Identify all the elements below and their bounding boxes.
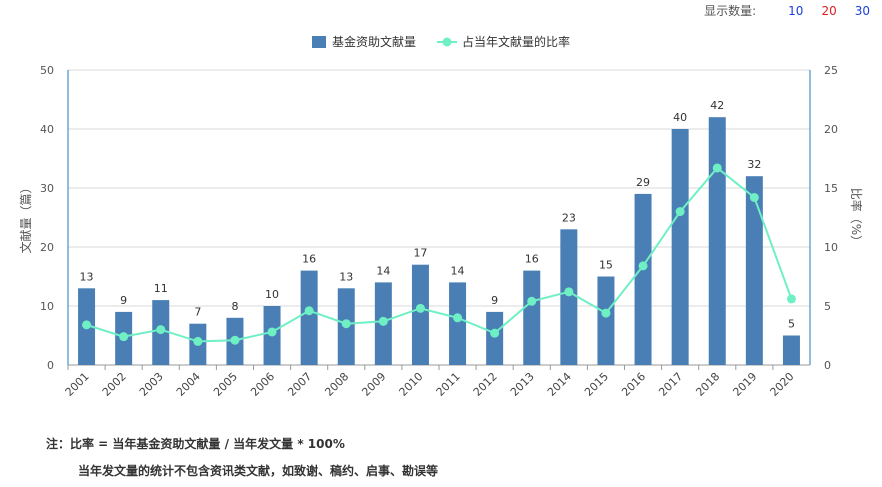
x-tick-label: 2001 bbox=[63, 370, 92, 399]
bar-value-label: 32 bbox=[747, 158, 761, 171]
ratio-point bbox=[786, 294, 796, 304]
y-tick-label: 20 bbox=[40, 241, 54, 254]
ratio-point bbox=[564, 287, 574, 297]
bar bbox=[782, 335, 800, 365]
y-tick-label: 30 bbox=[40, 182, 54, 195]
bar bbox=[597, 276, 615, 365]
y2-tick-label: 5 bbox=[824, 300, 831, 313]
ratio-point bbox=[601, 308, 611, 318]
bar-value-label: 14 bbox=[376, 264, 390, 277]
x-tick-label: 2009 bbox=[359, 370, 388, 399]
x-tick-label: 2016 bbox=[619, 370, 648, 399]
y2-tick-label: 25 bbox=[824, 64, 838, 77]
ratio-point bbox=[193, 336, 203, 346]
display-count-controls: 显示数量: 10 20 30 bbox=[704, 2, 870, 19]
x-tick-label: 2005 bbox=[211, 370, 240, 399]
bar-value-label: 9 bbox=[120, 294, 127, 307]
bar bbox=[449, 282, 467, 365]
bar-value-label: 11 bbox=[154, 282, 168, 295]
ratio-point bbox=[453, 313, 463, 323]
x-tick-label: 2012 bbox=[471, 370, 500, 399]
display-count-option-30[interactable]: 30 bbox=[854, 3, 870, 18]
bar-value-label: 16 bbox=[302, 253, 316, 266]
ratio-line bbox=[86, 166, 793, 343]
y2-tick-label: 20 bbox=[824, 123, 838, 136]
bar-value-label: 17 bbox=[413, 247, 427, 260]
ratio-point bbox=[638, 261, 648, 271]
display-count-option-10[interactable]: 10 bbox=[788, 3, 804, 18]
ratio-point bbox=[378, 316, 388, 326]
ratio-point bbox=[749, 192, 759, 202]
legend-line-label: 占当年文献量的比率 bbox=[462, 34, 570, 49]
bar-value-label: 8 bbox=[231, 300, 238, 313]
bar-value-label: 42 bbox=[710, 99, 724, 112]
legend-bar-swatch bbox=[312, 36, 326, 48]
x-tick-label: 2017 bbox=[656, 370, 685, 399]
y2-tick-label: 0 bbox=[824, 359, 831, 372]
x-tick-label: 2008 bbox=[322, 370, 351, 399]
x-tick-label: 2019 bbox=[730, 370, 759, 399]
x-tick-label: 2004 bbox=[174, 370, 203, 399]
x-tick-label: 2018 bbox=[693, 370, 722, 399]
bar-value-label: 16 bbox=[525, 253, 539, 266]
x-tick-label: 2002 bbox=[100, 370, 129, 399]
ratio-point bbox=[230, 335, 240, 345]
ratio-point bbox=[341, 319, 351, 329]
note-statistics-scope: 当年发文量的统计不包含资讯类文献，如致谢、稿约、启事、勘误等 bbox=[78, 464, 439, 478]
bar bbox=[671, 129, 689, 365]
bar-value-label: 5 bbox=[788, 318, 795, 331]
ratio-point bbox=[82, 320, 92, 330]
bar-value-label: 23 bbox=[562, 211, 576, 224]
x-tick-label: 2014 bbox=[545, 370, 574, 399]
y2-axis-title: 比率（%） bbox=[849, 188, 864, 247]
y-tick-label: 40 bbox=[40, 123, 54, 136]
bar bbox=[560, 229, 578, 365]
ratio-point bbox=[119, 332, 129, 342]
bar-value-label: 40 bbox=[673, 111, 687, 124]
bar-value-label: 29 bbox=[636, 176, 650, 189]
ratio-point bbox=[267, 327, 277, 337]
ratio-point bbox=[415, 303, 425, 313]
display-count-option-20[interactable]: 20 bbox=[821, 3, 837, 18]
y-axis-title: 文献量（篇） bbox=[18, 181, 33, 253]
x-tick-label: 2013 bbox=[508, 370, 537, 399]
ratio-point bbox=[490, 328, 500, 338]
bar-value-label: 7 bbox=[194, 306, 201, 319]
ratio-point bbox=[712, 163, 722, 173]
y-tick-label: 10 bbox=[40, 300, 54, 313]
bar bbox=[634, 193, 652, 365]
display-count-label: 显示数量: bbox=[704, 4, 757, 18]
x-tick-label: 2010 bbox=[397, 370, 426, 399]
bar-value-label: 9 bbox=[491, 294, 498, 307]
bar bbox=[486, 311, 504, 365]
legend-line-marker bbox=[442, 37, 452, 47]
x-tick-label: 2015 bbox=[582, 370, 611, 399]
x-tick-label: 2007 bbox=[285, 370, 314, 399]
funding-literature-chart: 0 10 20 30 40 50 0 5 10 15 20 25 文献量（篇） 比率（%） 13 2001 9 2… bbox=[18, 34, 864, 399]
bar bbox=[411, 264, 429, 365]
x-tick-label: 2011 bbox=[434, 370, 463, 399]
bar bbox=[300, 270, 318, 365]
y-tick-label: 0 bbox=[47, 359, 54, 372]
bar-value-label: 13 bbox=[80, 270, 94, 283]
x-tick-label: 2020 bbox=[768, 370, 797, 399]
bar bbox=[745, 176, 763, 365]
y-tick-label: 50 bbox=[40, 64, 54, 77]
y2-tick-label: 10 bbox=[824, 241, 838, 254]
bar-value-label: 10 bbox=[265, 288, 279, 301]
ratio-point bbox=[304, 306, 314, 316]
ratio-point bbox=[675, 207, 685, 217]
ratio-point bbox=[527, 296, 537, 306]
ratio-point bbox=[156, 325, 166, 335]
y2-tick-label: 15 bbox=[824, 182, 838, 195]
x-tick-label: 2003 bbox=[137, 370, 166, 399]
bar-value-label: 14 bbox=[451, 264, 465, 277]
bar bbox=[708, 117, 726, 365]
bar-value-label: 15 bbox=[599, 259, 613, 272]
bar bbox=[523, 270, 541, 365]
x-tick-label: 2006 bbox=[248, 370, 277, 399]
bar-value-label: 13 bbox=[339, 270, 353, 283]
legend-bar-label: 基金资助文献量 bbox=[332, 34, 416, 49]
note-ratio-formula: 注：比率 = 当年基金资助文献量 / 当年发文量 * 100% bbox=[46, 437, 345, 451]
